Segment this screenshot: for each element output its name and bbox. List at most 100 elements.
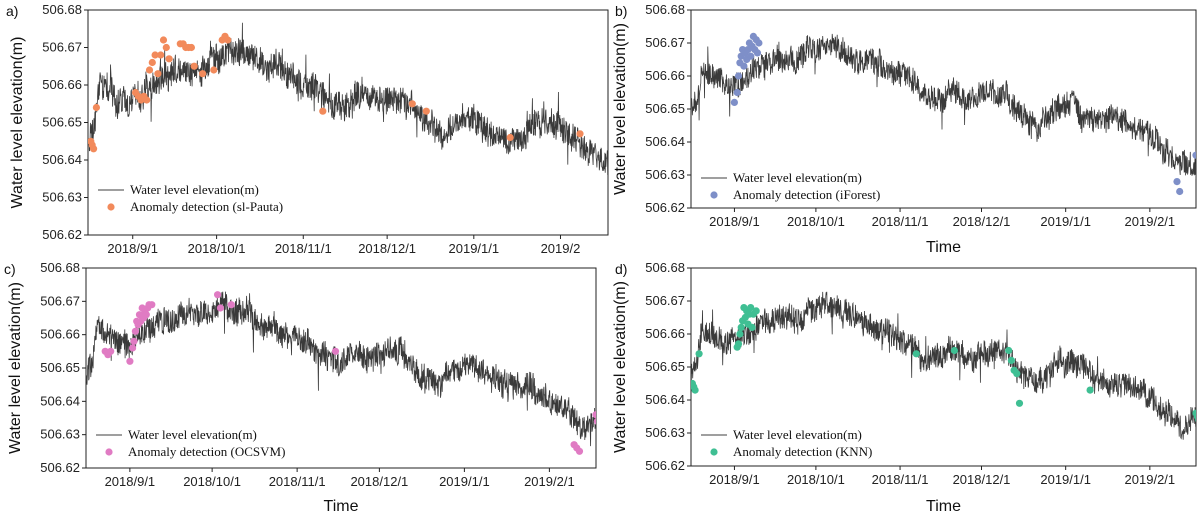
anomaly-point (691, 386, 699, 394)
anomaly-point (131, 327, 139, 335)
x-axis-title: Time (324, 498, 359, 515)
x-tick-label: 2018/10/1 (787, 472, 845, 487)
y-tick-label: 506.66 (40, 327, 80, 342)
x-tick-label: 2019/1/1 (439, 474, 490, 489)
anomaly-point (1173, 178, 1181, 186)
anomaly-point (737, 323, 745, 331)
anomaly-point (733, 88, 741, 97)
anomaly-point (154, 70, 162, 78)
anomaly-point (753, 49, 762, 57)
anomaly-point (1015, 399, 1024, 407)
anomaly-point (740, 62, 748, 70)
anomaly-point (130, 337, 138, 345)
anomaly-point (695, 350, 703, 358)
legend-label-line: Water level elevation(m) (130, 182, 259, 197)
y-tick-label: 506.65 (645, 359, 685, 374)
x-tick-label: 2018/12/1 (953, 472, 1011, 487)
y-tick-label: 506.68 (645, 2, 685, 17)
x-tick-label: 2018/11/1 (275, 241, 332, 256)
legend-label-line: Water level elevation(m) (733, 170, 862, 185)
anomaly-point (148, 58, 156, 67)
y-tick-label: 506.68 (40, 260, 80, 275)
anomaly-point (575, 447, 584, 455)
anomaly-point (592, 411, 596, 419)
y-axis-title: Water level elevation(m) (612, 281, 629, 453)
y-tick-label: 506.62 (645, 200, 685, 215)
anomaly-point (319, 107, 327, 115)
legend-label-anomaly: Anomaly detection (OCSVM) (128, 444, 285, 459)
y-tick-label: 506.67 (645, 35, 685, 50)
y-tick-label: 506.62 (42, 227, 82, 242)
anomaly-point (747, 304, 755, 312)
anomaly-point (227, 301, 235, 309)
anomaly-point (107, 347, 115, 355)
y-tick-label: 506.64 (645, 392, 685, 407)
x-tick-label: 2018/11/1 (269, 474, 326, 489)
legend-anomaly-swatch (107, 203, 115, 211)
anomaly-point (1176, 187, 1184, 196)
x-tick-label: 2018/12/1 (350, 474, 408, 489)
legend-anomaly-swatch (105, 448, 113, 456)
x-axis-title: Time (926, 239, 961, 256)
chart-panel-4: d) 506.62 506.63 506.64 506.65 506.66 506.67 50… (612, 260, 1197, 515)
x-tick-label: 2018/10/1 (787, 214, 845, 229)
x-tick-label: 2019/1/1 (1040, 214, 1091, 229)
y-tick-label: 506.67 (40, 293, 80, 308)
panel-label: b) (615, 3, 627, 19)
chart-panel-1: a) 506.62 506.63 506.64 506.65 506.66 506.67 50… (6, 2, 609, 256)
y-axis-title: Water level elevation(m) (9, 37, 26, 209)
x-tick-label: 2019/1/1 (449, 241, 500, 256)
anomaly-point (187, 43, 195, 52)
x-tick-label: 2018/10/1 (183, 474, 241, 489)
x-tick-label: 2018/10/1 (188, 241, 246, 256)
anomaly-point (151, 51, 159, 59)
anomaly-point (1013, 370, 1021, 378)
x-tick-label: 2018/12/1 (953, 214, 1011, 229)
y-tick-label: 506.68 (645, 260, 685, 275)
x-tick-label: 2019/2/1 (524, 474, 575, 489)
anomaly-point (214, 291, 222, 299)
y-tick-label: 506.63 (645, 167, 685, 182)
y-tick-label: 506.66 (645, 326, 685, 341)
y-tick-label: 506.65 (40, 360, 80, 375)
anomaly-point (224, 36, 232, 44)
y-tick-label: 506.64 (40, 393, 80, 408)
x-tick-label: 2018/9/1 (107, 241, 158, 256)
legend-anomaly-swatch (710, 191, 718, 199)
anomaly-point (216, 304, 224, 312)
panel-label: c) (4, 261, 16, 277)
anomaly-point (92, 103, 100, 112)
anomaly-point (748, 323, 756, 331)
x-axis-title: Time (926, 498, 961, 515)
chart-panel-3: c) 506.62 506.63 506.64 506.65 506.66 506.67 50… (4, 260, 597, 515)
anomaly-point (1005, 346, 1013, 355)
anomaly-point (755, 39, 763, 47)
y-tick-label: 506.66 (42, 77, 82, 92)
anomaly-point (734, 72, 743, 80)
x-tick-label: 2018/11/1 (872, 214, 929, 229)
y-tick-label: 506.65 (42, 115, 82, 130)
anomaly-point (90, 145, 98, 153)
x-tick-label: 2019/2/1 (1125, 214, 1176, 229)
anomaly-point (950, 346, 959, 355)
legend-anomaly-swatch (710, 448, 718, 456)
anomaly-point (142, 311, 150, 319)
anomaly-point (210, 66, 218, 74)
x-tick-label: 2019/2 (541, 241, 581, 256)
legend-label-anomaly: Anomaly detection (iForest) (733, 187, 880, 202)
anomaly-point (752, 307, 760, 315)
anomaly-point (576, 130, 584, 138)
anomaly-point (1192, 151, 1196, 159)
anomaly-point (145, 66, 154, 74)
y-tick-label: 506.63 (42, 190, 82, 205)
x-tick-label: 2018/11/1 (872, 472, 929, 487)
anomaly-point (730, 98, 739, 106)
y-tick-label: 506.68 (42, 2, 82, 17)
anomaly-point (162, 43, 170, 52)
legend-label-line: Water level elevation(m) (733, 427, 862, 442)
x-tick-label: 2018/9/1 (105, 474, 156, 489)
anomaly-point (143, 96, 151, 104)
water-level-line (88, 22, 608, 176)
anomaly-point (199, 70, 207, 78)
y-tick-label: 506.67 (42, 40, 82, 55)
